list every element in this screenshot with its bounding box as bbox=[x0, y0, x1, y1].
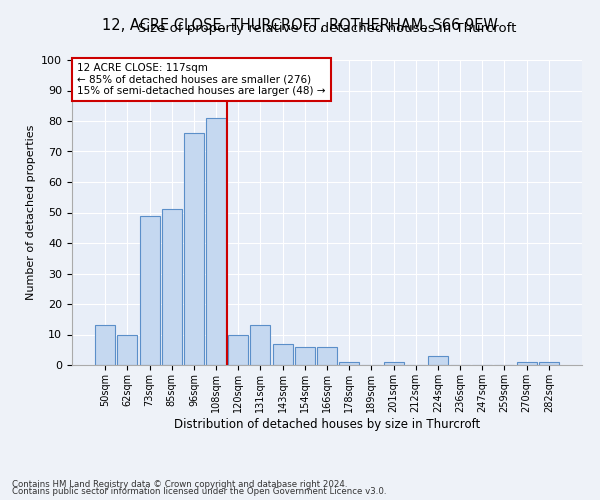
Bar bbox=[140, 216, 160, 365]
Y-axis label: Number of detached properties: Number of detached properties bbox=[26, 125, 36, 300]
Text: Contains public sector information licensed under the Open Government Licence v3: Contains public sector information licen… bbox=[12, 487, 386, 496]
Bar bbox=[162, 210, 182, 365]
Bar bbox=[206, 118, 226, 365]
Text: 12 ACRE CLOSE: 117sqm
← 85% of detached houses are smaller (276)
15% of semi-det: 12 ACRE CLOSE: 117sqm ← 85% of detached … bbox=[77, 63, 326, 96]
Bar bbox=[250, 326, 271, 365]
Text: Contains HM Land Registry data © Crown copyright and database right 2024.: Contains HM Land Registry data © Crown c… bbox=[12, 480, 347, 489]
Bar bbox=[184, 133, 204, 365]
Bar bbox=[118, 334, 137, 365]
Bar bbox=[517, 362, 536, 365]
X-axis label: Distribution of detached houses by size in Thurcroft: Distribution of detached houses by size … bbox=[174, 418, 480, 430]
Bar bbox=[428, 356, 448, 365]
Bar bbox=[95, 326, 115, 365]
Bar bbox=[295, 346, 315, 365]
Bar bbox=[539, 362, 559, 365]
Title: Size of property relative to detached houses in Thurcroft: Size of property relative to detached ho… bbox=[138, 22, 516, 35]
Text: 12, ACRE CLOSE, THURCROFT, ROTHERHAM, S66 9EW: 12, ACRE CLOSE, THURCROFT, ROTHERHAM, S6… bbox=[102, 18, 498, 32]
Bar bbox=[317, 346, 337, 365]
Bar bbox=[383, 362, 404, 365]
Bar bbox=[339, 362, 359, 365]
Bar bbox=[272, 344, 293, 365]
Bar bbox=[228, 334, 248, 365]
